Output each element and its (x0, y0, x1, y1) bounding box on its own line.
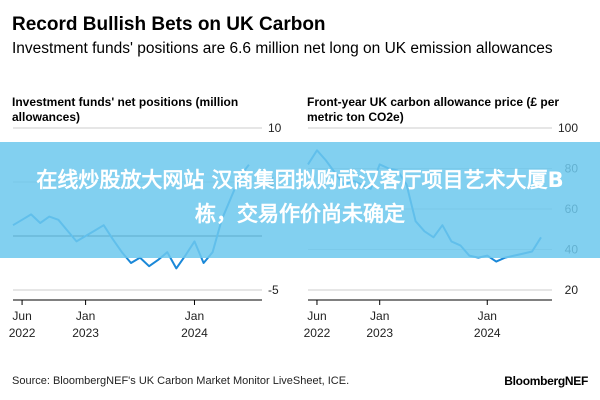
y-tick-label: 10 (268, 121, 282, 135)
y-tick-label: 20 (565, 283, 579, 297)
x-tick-label: 2022 (9, 326, 36, 340)
chart-subtitle: Investment funds' positions are 6.6 mill… (12, 40, 553, 57)
x-tick-label: 2024 (474, 326, 501, 340)
x-tick-label: Jun (12, 309, 31, 323)
x-tick-label: Jan (185, 309, 204, 323)
y-tick-label: -5 (268, 283, 279, 297)
x-tick-label: Jun (307, 309, 326, 323)
y-tick-label: 100 (558, 121, 578, 135)
source-note: Source: BloombergNEF's UK Carbon Market … (12, 375, 350, 387)
x-tick-label: 2022 (304, 326, 331, 340)
overlay-banner-text: 在线炒股放大网站 汉商集团拟购武汉客厅项目艺术大厦B栋，交易作价尚未确定 (36, 168, 564, 226)
left-panel-title: Investment funds' net positions (million… (12, 95, 239, 124)
x-tick-label: Jan (76, 309, 95, 323)
right-panel-title: Front-year UK carbon allowance price (£ … (307, 95, 560, 124)
x-tick-label: 2024 (181, 326, 208, 340)
x-tick-label: 2023 (366, 326, 393, 340)
overlay-banner (0, 142, 600, 258)
x-tick-label: 2023 (72, 326, 99, 340)
brand-logo: BloombergNEF (504, 374, 588, 388)
x-tick-label: Jan (370, 309, 389, 323)
chart-title: Record Bullish Bets on UK Carbon (12, 14, 326, 35)
x-tick-label: Jan (478, 309, 497, 323)
